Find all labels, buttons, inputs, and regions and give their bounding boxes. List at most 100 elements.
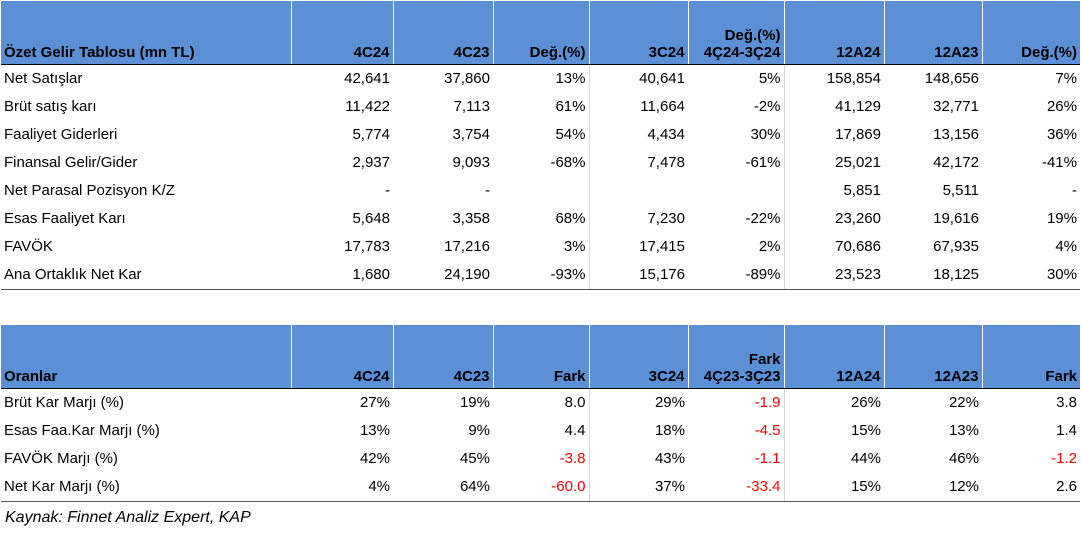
table-cell: 15% [783, 473, 884, 502]
table-cell: 7,478 [588, 149, 688, 177]
table-cell: -1.2 [1051, 450, 1077, 467]
table-cell: 15,176 [588, 261, 688, 290]
table-cell: 2.6 [982, 473, 1080, 502]
table-cell: 43% [588, 445, 688, 473]
table-cell: -4.5 [754, 422, 781, 439]
table-cell: 13% [948, 422, 979, 439]
table-cell: 44% [783, 445, 884, 473]
table-cell: 2% [758, 238, 781, 255]
table-cell: 37,860 [444, 70, 490, 87]
table-cell: 7,113 [453, 98, 490, 115]
table-cell: 19,616 [933, 210, 979, 227]
income-header-col-1: 4C24 [290, 1, 393, 65]
table-cell: 4,434 [588, 121, 688, 149]
row-label: Esas Faaliyet Karı [4, 210, 126, 227]
table-cell: 41,129 [783, 93, 884, 121]
table-cell: 23,523 [783, 261, 884, 290]
table-cell: 32,771 [933, 98, 979, 115]
table-cell: - [485, 182, 490, 199]
table-cell: 22% [948, 394, 979, 411]
income-header-col-0: Özet Gelir Tablosu (mn TL) [1, 1, 291, 65]
table-row: Net Satışlar 42,641 37,860 13% 40,641 5% 158,8… [1, 64, 1080, 93]
table-row: Finansal Gelir/Gider 2,937 9,093 -68% 7,478 -… [1, 149, 1080, 177]
table-cell: 13% [555, 70, 586, 87]
row-label: Finansal Gelir/Gider [4, 154, 138, 171]
income-statement-table: Özet Gelir Tablosu (mn TL) 4C24 4C23 Değ.(%… [1, 1, 1080, 290]
table-cell: -93% [493, 261, 589, 290]
table-row: FAVÖK Marjı (%) 42% 45% -3.8 43% -1.1 44% 46% -1… [1, 445, 1080, 473]
income-header-col-4: 3C24 [588, 1, 688, 65]
ratios-header-row: Oranlar 4C24 4C23 Fark 3C24 Fark 4Ç23-3Ç23 12A2… [1, 325, 1080, 389]
table-cell [493, 177, 589, 205]
table-row: FAVÖK 17,783 17,216 3% 17,415 2% 70,686 67,935 4… [1, 233, 1080, 261]
table-cell: 5,774 [352, 126, 390, 143]
table-cell: -1.1 [754, 450, 781, 467]
table-cell: 17,783 [344, 238, 390, 255]
table-cell: -2% [753, 98, 781, 115]
income-header-col-7: 12A23 [883, 1, 982, 65]
table-cell: 4.4 [564, 422, 586, 439]
table-cell: 17,415 [588, 233, 688, 261]
table-row: Faaliyet Giderleri 5,774 3,754 54% 4,434 30% 1… [1, 121, 1080, 149]
ratios-body: Brüt Kar Marjı (%) 27% 19% 8.0 29% -1.9 26% 22%… [1, 388, 1080, 502]
table-row: Brüt satış karı 11,422 7,113 61% 11,664 -2% 41… [1, 93, 1080, 121]
ratios-header-col-6: 12A24 [783, 325, 884, 389]
ratios-header-col-8: Fark [981, 325, 1080, 389]
table-row: Ana Ortaklık Net Kar 1,680 24,190 -93% 15,17… [1, 261, 1080, 290]
ratios-header-col-4: 3C24 [588, 325, 688, 389]
table-cell [588, 177, 688, 205]
table-cell: 2,937 [352, 154, 390, 171]
table-cell: 67,935 [933, 238, 979, 255]
ratios-table: Oranlar 4C24 4C23 Fark 3C24 Fark 4Ç23-3Ç23 12A2… [1, 325, 1080, 502]
income-body: Net Satışlar 42,641 37,860 13% 40,641 5% 158,8… [1, 64, 1080, 290]
ratios-header-col-1: 4C24 [290, 325, 393, 389]
table-row: Net Kar Marjı (%) 4% 64% -60.0 37% -33.4 15% 12… [1, 473, 1080, 502]
table-cell: 3.8 [1056, 394, 1077, 411]
table-cell: -33.4 [688, 473, 784, 502]
ratios-header-col-3: Fark [492, 325, 589, 389]
table-cell: 36% [1046, 126, 1077, 143]
table-cell: - [1072, 182, 1077, 199]
table-cell: -89% [688, 261, 784, 290]
table-cell: 12% [884, 473, 982, 502]
table-cell: 8.0 [564, 394, 586, 411]
table-cell: 19% [1046, 210, 1077, 227]
table-cell: 18,125 [884, 261, 982, 290]
row-label: Net Kar Marjı (%) [1, 473, 291, 502]
table-cell: -60.0 [493, 473, 589, 502]
ratios-header-col-7: 12A23 [883, 325, 982, 389]
table-cell: 42% [359, 450, 390, 467]
table-cell: 68% [555, 210, 586, 227]
table-row: Brüt Kar Marjı (%) 27% 19% 8.0 29% -1.9 26% 22%… [1, 388, 1080, 417]
table-cell: -3.8 [559, 450, 586, 467]
table-cell: 64% [393, 473, 493, 502]
table-cell: 5,511 [942, 182, 979, 199]
row-label: Brüt Kar Marjı (%) [4, 394, 125, 411]
table-cell: 42,172 [933, 154, 979, 171]
table-cell: 1.4 [1056, 422, 1077, 439]
table-cell: 9% [468, 422, 490, 439]
table-cell: -68% [550, 154, 586, 171]
table-cell: 7,230 [588, 205, 688, 233]
table-cell: 5,648 [352, 210, 390, 227]
table-cell: 40,641 [588, 64, 688, 93]
table-cell: 19% [459, 394, 490, 411]
ratios-header-col-5: Fark 4Ç23-3Ç23 [687, 325, 784, 389]
table-cell: 27% [359, 394, 390, 411]
table-row: Esas Faaliyet Karı 5,648 3,358 68% 7,230 -22%… [1, 205, 1080, 233]
table-cell: -61% [745, 154, 781, 171]
row-label: Ana Ortaklık Net Kar [1, 261, 291, 290]
table-cell: 148,656 [924, 70, 979, 87]
table-cell: 42,641 [344, 70, 390, 87]
table-cell [688, 177, 784, 205]
table-cell: -1.9 [754, 394, 781, 411]
table-cell: 13,156 [933, 126, 979, 143]
source-note: Kaynak: Finnet Analiz Expert, KAP [5, 509, 251, 526]
table-cell: 7% [1055, 70, 1077, 87]
table-cell: 61% [555, 98, 586, 115]
table-cell: 45% [459, 450, 490, 467]
table-cell: 3,754 [452, 126, 490, 143]
table-cell: -41% [1041, 154, 1077, 171]
income-header-col-3: Değ.(%) [492, 1, 589, 65]
row-label: Esas Faa.Kar Marjı (%) [4, 422, 160, 439]
